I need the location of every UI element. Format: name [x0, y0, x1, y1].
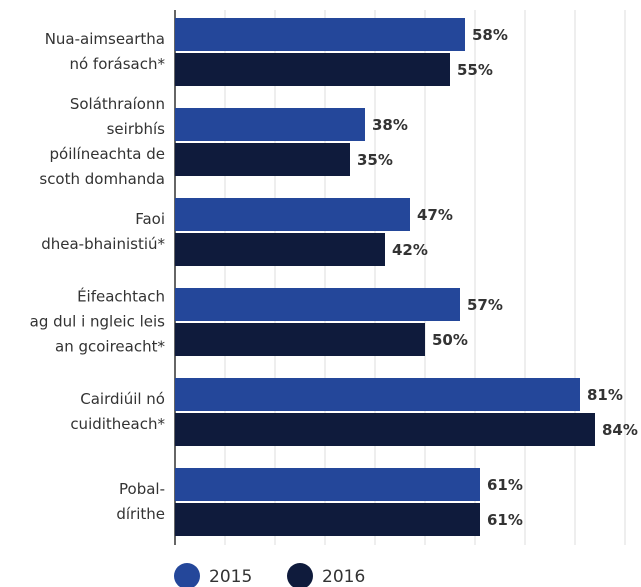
bar [175, 143, 350, 176]
bar [175, 233, 385, 266]
value-label: 61% [487, 476, 523, 494]
value-label: 38% [372, 116, 408, 134]
bar [175, 288, 460, 321]
category-label: Éifeachtach ag dul i ngleic leis an gcoi… [29, 287, 165, 356]
category-label: Faoi dhea-bhainistiú* [41, 210, 165, 253]
bar [175, 503, 480, 536]
category-label: Soláthraíonn seirbhís póilíneachta de sc… [39, 95, 165, 188]
value-label: 58% [472, 26, 508, 44]
bar [175, 323, 425, 356]
bar [175, 468, 480, 501]
category-label: Pobal- dírithe [116, 480, 165, 523]
value-label: 35% [357, 151, 393, 169]
bar [175, 378, 580, 411]
value-label: 47% [417, 206, 453, 224]
bar [175, 53, 450, 86]
legend-label: 2016 [322, 567, 365, 587]
legend-label: 2015 [209, 567, 252, 587]
bar [175, 198, 410, 231]
value-label: 50% [432, 331, 468, 349]
value-label: 84% [602, 421, 638, 439]
legend-swatch [287, 563, 313, 587]
category-label: Cairdiúil nó cuiditheach* [70, 390, 165, 433]
category-label: Nua-aimseartha nó forásach* [44, 30, 165, 73]
bar [175, 108, 365, 141]
bar [175, 18, 465, 51]
value-label: 61% [487, 511, 523, 529]
value-label: 55% [457, 61, 493, 79]
legend-swatch [174, 563, 200, 587]
bar [175, 413, 595, 446]
value-label: 81% [587, 386, 623, 404]
value-label: 42% [392, 241, 428, 259]
value-label: 57% [467, 296, 503, 314]
